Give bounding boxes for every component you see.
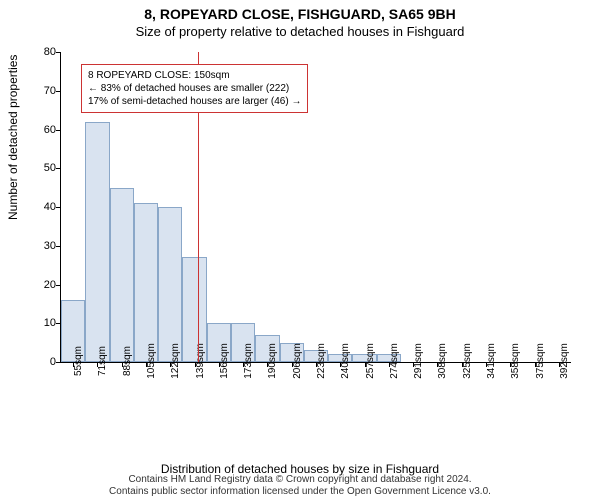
y-axis-label: Number of detached properties	[6, 55, 20, 220]
ytick-mark	[56, 207, 61, 208]
ytick-mark	[56, 52, 61, 53]
xtick-label: 291sqm	[413, 343, 424, 379]
histogram-bar	[134, 203, 158, 362]
ytick-mark	[56, 246, 61, 247]
xtick-label: 257sqm	[365, 343, 376, 379]
annotation-line: 17% of semi-detached houses are larger (…	[88, 95, 301, 108]
xtick-label: 392sqm	[559, 343, 570, 379]
xtick-label: 105sqm	[146, 343, 157, 379]
page-subtitle: Size of property relative to detached ho…	[0, 22, 600, 39]
ytick-label: 60	[16, 124, 56, 136]
histogram-bar	[85, 122, 109, 362]
copyright-notice: Contains HM Land Registry data © Crown c…	[0, 474, 600, 498]
ytick-label: 40	[16, 201, 56, 213]
page-title: 8, ROPEYARD CLOSE, FISHGUARD, SA65 9BH	[0, 0, 600, 22]
ytick-label: 0	[16, 356, 56, 368]
ytick-mark	[56, 362, 61, 363]
ytick-mark	[56, 285, 61, 286]
ytick-label: 30	[16, 240, 56, 252]
ytick-mark	[56, 168, 61, 169]
histogram-bar	[158, 207, 182, 362]
histogram-plot: 0102030405060708055sqm71sqm88sqm105sqm12…	[60, 52, 571, 363]
xtick-label: 156sqm	[219, 343, 230, 379]
xtick-label: 240sqm	[340, 343, 351, 379]
xtick-label: 88sqm	[122, 346, 133, 376]
ytick-label: 50	[16, 162, 56, 174]
xtick-label: 308sqm	[437, 343, 448, 379]
xtick-label: 223sqm	[316, 343, 327, 379]
xtick-label: 122sqm	[170, 343, 181, 379]
xtick-label: 139sqm	[195, 343, 206, 379]
ytick-label: 20	[16, 279, 56, 291]
chart-area: 0102030405060708055sqm71sqm88sqm105sqm12…	[60, 52, 570, 412]
xtick-label: 341sqm	[486, 343, 497, 379]
xtick-label: 190sqm	[267, 343, 278, 379]
copyright-line2: Contains public sector information licen…	[109, 486, 491, 497]
copyright-line1: Contains HM Land Registry data © Crown c…	[128, 474, 471, 485]
annotation-line: 8 ROPEYARD CLOSE: 150sqm	[88, 69, 301, 82]
ytick-mark	[56, 130, 61, 131]
xtick-label: 55sqm	[73, 346, 84, 376]
ytick-mark	[56, 91, 61, 92]
xtick-label: 325sqm	[462, 343, 473, 379]
histogram-bar	[110, 188, 134, 362]
ytick-label: 10	[16, 317, 56, 329]
annotation-line: ← 83% of detached houses are smaller (22…	[88, 82, 301, 95]
xtick-label: 358sqm	[510, 343, 521, 379]
xtick-label: 206sqm	[292, 343, 303, 379]
xtick-label: 71sqm	[97, 346, 108, 376]
xtick-label: 274sqm	[389, 343, 400, 379]
xtick-label: 375sqm	[535, 343, 546, 379]
ytick-label: 70	[16, 85, 56, 97]
ytick-label: 80	[16, 46, 56, 58]
xtick-label: 173sqm	[243, 343, 254, 379]
annotation-box: 8 ROPEYARD CLOSE: 150sqm← 83% of detache…	[81, 64, 308, 113]
